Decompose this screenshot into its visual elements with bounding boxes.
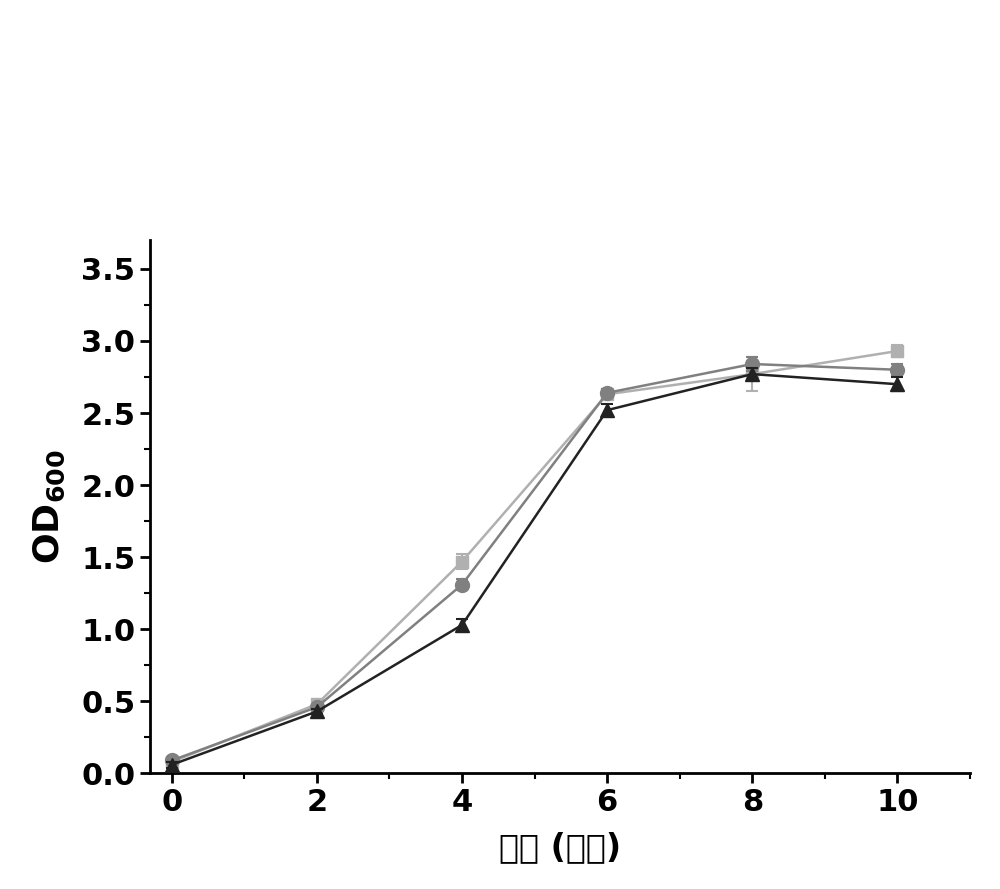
X-axis label: 时间 (小时): 时间 (小时) — [499, 831, 621, 864]
Y-axis label: $\mathbf{OD_{600}}$: $\mathbf{OD_{600}}$ — [32, 450, 67, 564]
